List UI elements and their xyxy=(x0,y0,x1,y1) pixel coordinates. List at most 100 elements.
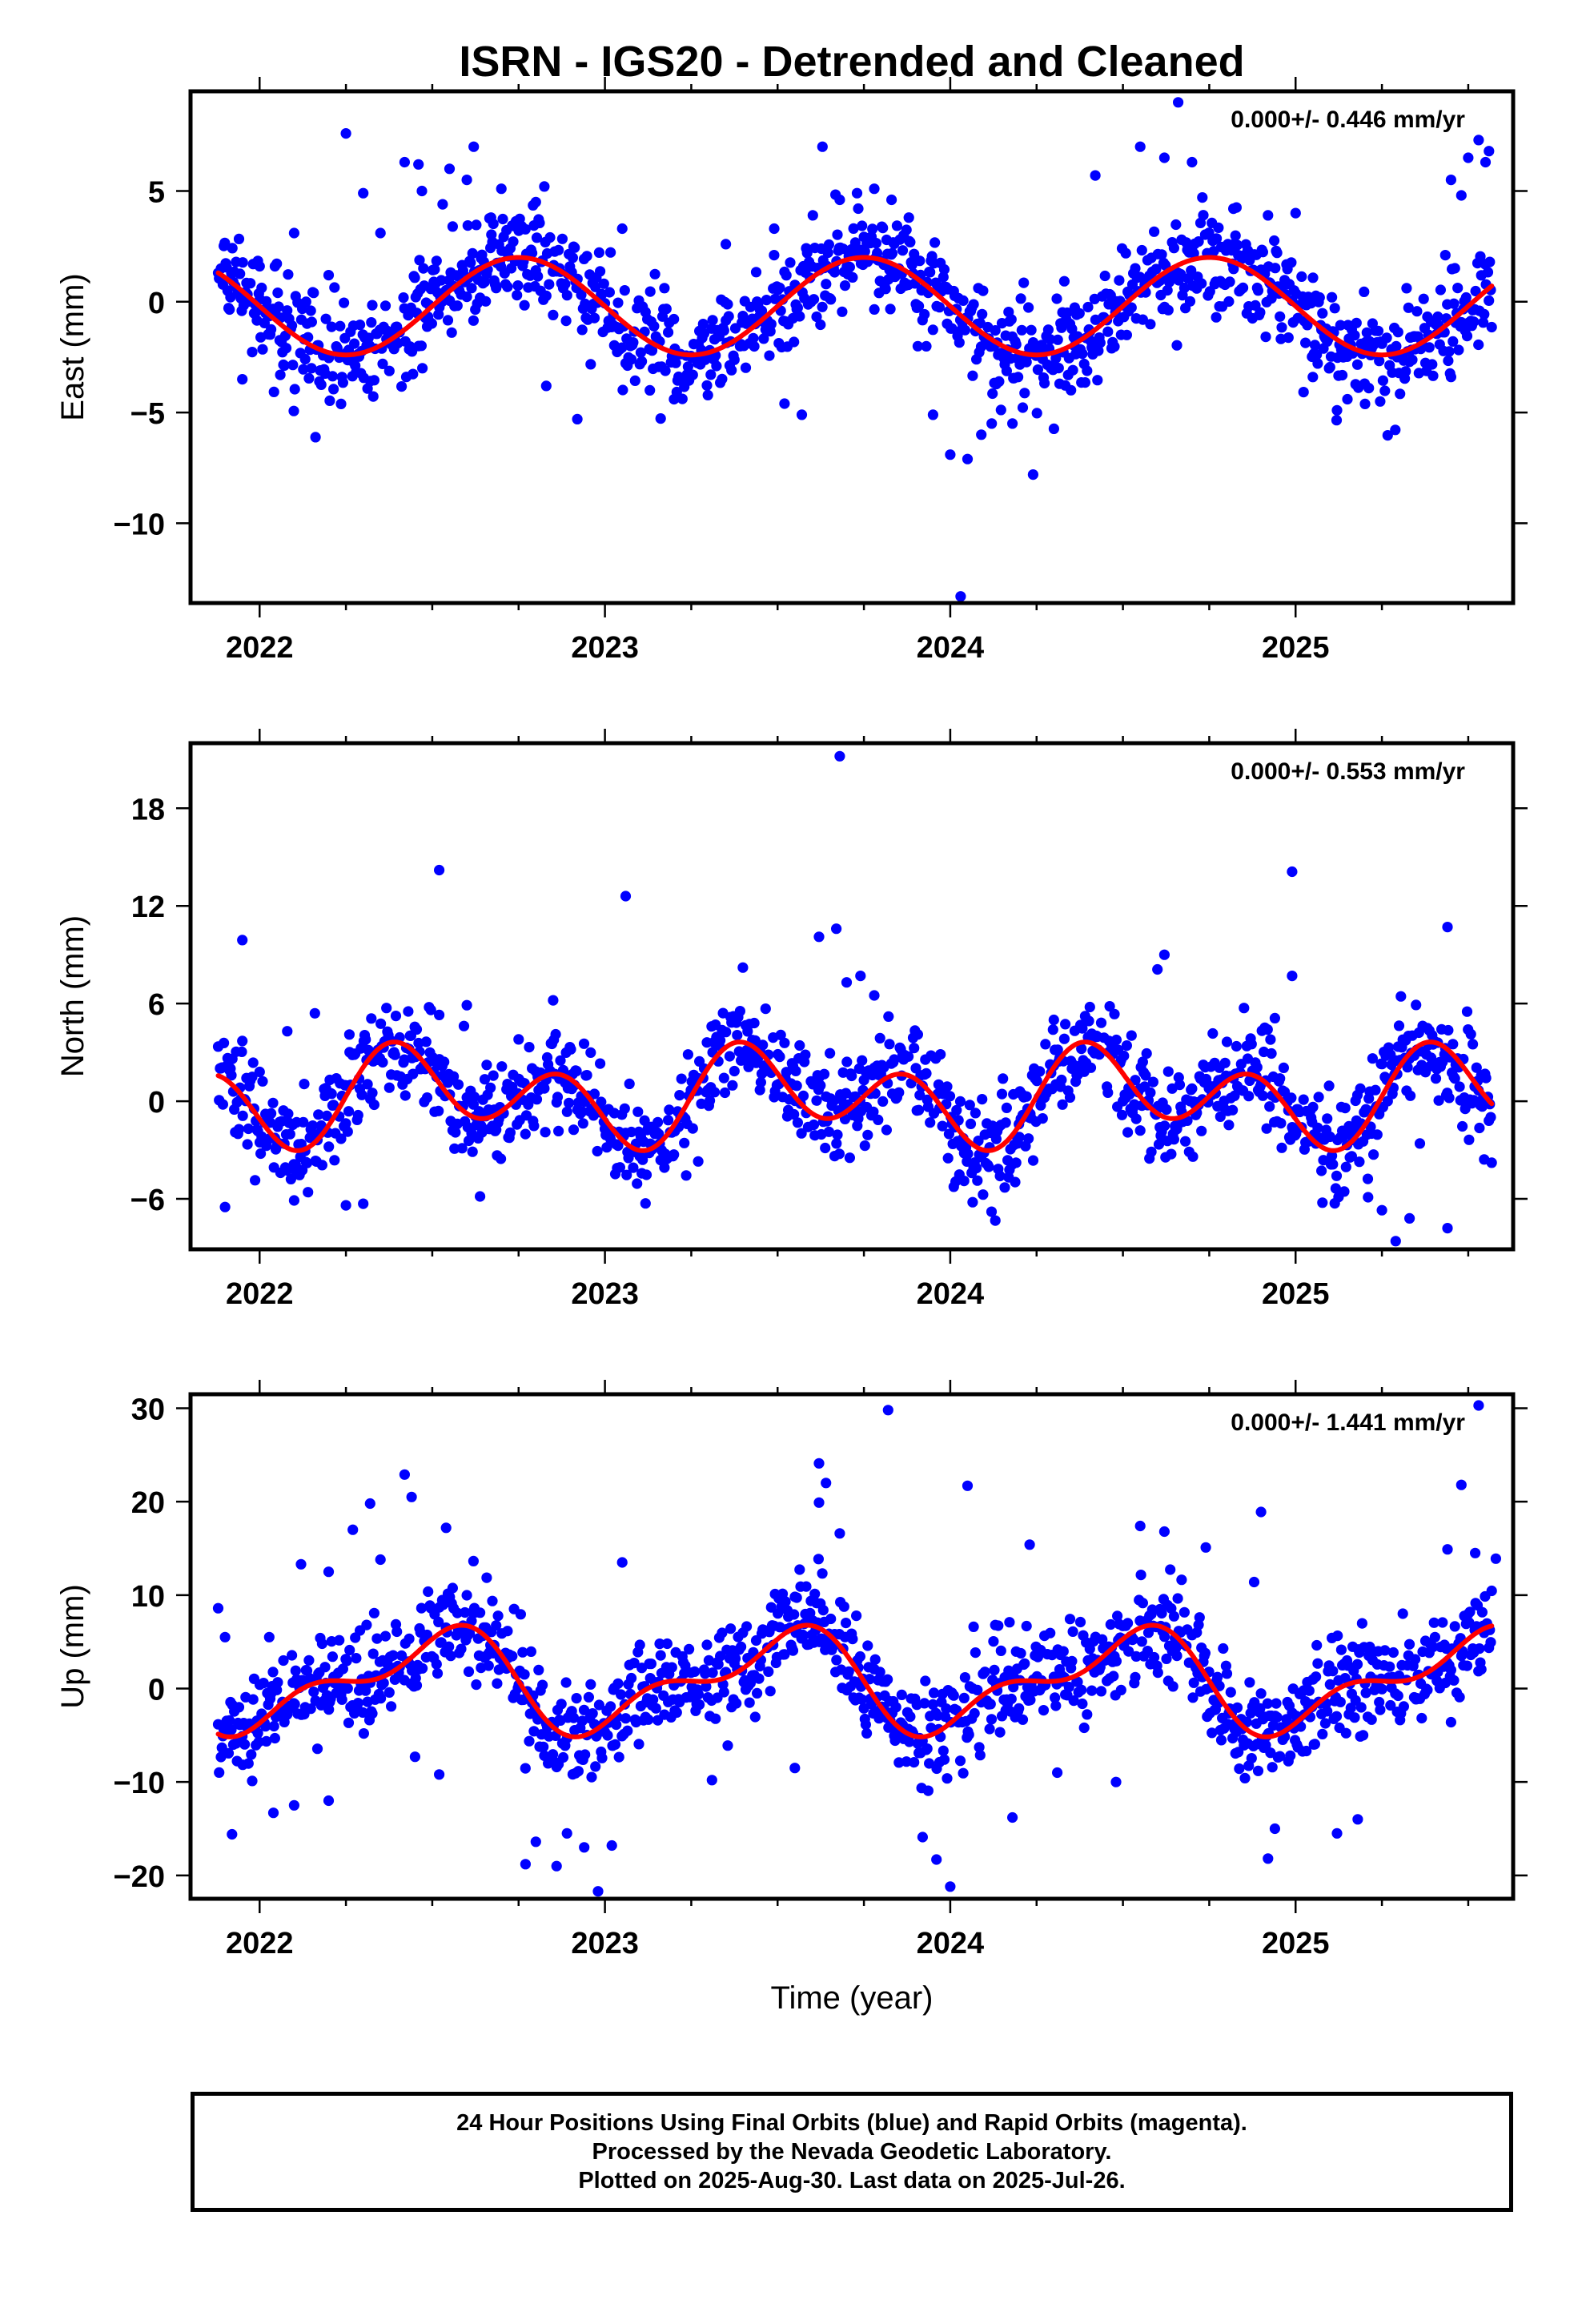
east-observation xyxy=(1387,367,1398,378)
up-observation xyxy=(361,1619,372,1630)
north-observation xyxy=(1121,1040,1132,1051)
north-observation xyxy=(682,1049,694,1060)
up-observation xyxy=(323,1566,335,1578)
up-observation xyxy=(655,1650,666,1661)
east-observation xyxy=(1470,285,1481,297)
east-observation xyxy=(1327,292,1338,303)
up-observation xyxy=(468,1555,480,1566)
up-observation xyxy=(1335,1696,1346,1707)
east-observation xyxy=(1170,219,1182,231)
up-observation xyxy=(1072,1676,1083,1687)
up-observation xyxy=(1375,1704,1386,1715)
up-observation xyxy=(375,1693,387,1704)
north-observation xyxy=(800,1049,811,1060)
up-observation xyxy=(1252,1765,1264,1776)
up-observation xyxy=(357,1707,368,1718)
east-observation xyxy=(880,283,891,295)
up-observation xyxy=(922,1785,934,1796)
east-observation xyxy=(396,381,408,392)
north-observation xyxy=(326,1088,337,1100)
north-observation xyxy=(561,1106,572,1117)
up-observation xyxy=(753,1673,765,1684)
east-observation xyxy=(1452,283,1464,294)
east-observation xyxy=(1359,398,1371,409)
up-observation xyxy=(1490,1553,1501,1564)
east-observation xyxy=(1337,369,1348,381)
north-observation xyxy=(815,1080,826,1091)
up-observation xyxy=(440,1522,452,1534)
up-observation xyxy=(684,1643,695,1655)
up-observation xyxy=(857,1694,868,1705)
east-observation xyxy=(1042,324,1054,336)
north-observation xyxy=(624,1078,635,1089)
north-observation xyxy=(990,1215,1001,1226)
east-observation xyxy=(1482,267,1494,278)
up-observation xyxy=(680,1660,691,1671)
up-observation xyxy=(551,1860,562,1872)
east-observation xyxy=(479,276,491,287)
north-observation xyxy=(653,1128,665,1140)
east-observation xyxy=(925,267,936,278)
up-observation xyxy=(854,1651,865,1663)
north-observation xyxy=(621,1169,632,1180)
east-observation xyxy=(224,304,235,316)
east-observation xyxy=(987,388,998,400)
east-observation xyxy=(323,270,335,281)
north-observation xyxy=(831,1138,842,1149)
north-observation xyxy=(693,1156,704,1167)
east-observation xyxy=(1255,307,1266,318)
up-y-axis-label: Up (mm) xyxy=(55,1584,90,1709)
up-observation xyxy=(556,1699,567,1710)
north-observation xyxy=(219,1037,230,1048)
east-observation xyxy=(1324,361,1335,373)
north-observation xyxy=(823,1126,834,1137)
east-observation xyxy=(1257,247,1268,258)
up-observation xyxy=(557,1751,569,1763)
north-observation xyxy=(420,1036,432,1047)
north-observation xyxy=(1317,1197,1328,1208)
up-observation xyxy=(851,1610,862,1622)
east-observation xyxy=(779,398,790,409)
up-observation xyxy=(1285,1750,1296,1761)
east-observation xyxy=(466,283,477,294)
north-observation xyxy=(841,977,853,988)
x-axis-label: Time (year) xyxy=(771,1980,934,2016)
north-observation xyxy=(921,1068,932,1079)
north-observation xyxy=(1023,1133,1034,1144)
east-observation xyxy=(1390,424,1401,436)
east-observation xyxy=(468,315,480,326)
up-observation xyxy=(605,1701,616,1712)
east-observation xyxy=(1475,251,1486,262)
up-observation xyxy=(1078,1722,1090,1734)
north-observation xyxy=(1354,1156,1365,1168)
north-observation xyxy=(1158,949,1170,960)
east-observation xyxy=(756,305,768,316)
east-observation xyxy=(245,278,256,289)
up-observation xyxy=(874,1667,885,1678)
up-observation xyxy=(616,1557,628,1568)
up-observation xyxy=(763,1666,774,1677)
up-observation xyxy=(1194,1612,1205,1623)
up-observation xyxy=(645,1659,657,1670)
up-observation xyxy=(1327,1666,1339,1677)
up-observation xyxy=(517,1647,528,1658)
north-observation xyxy=(1215,1111,1226,1122)
east-observation xyxy=(869,183,880,195)
east-observation xyxy=(379,300,391,312)
north-observation xyxy=(1307,1101,1319,1112)
up-observation xyxy=(831,1655,842,1666)
north-observation xyxy=(884,1039,895,1050)
east-observation xyxy=(1092,375,1103,386)
up-x-tick-label: 2024 xyxy=(917,1927,985,1960)
up-observation xyxy=(725,1623,737,1634)
east-observation xyxy=(1335,320,1346,331)
up-observation xyxy=(882,1674,893,1685)
up-observation xyxy=(1167,1681,1178,1692)
east-observation xyxy=(1286,257,1297,268)
north-observation xyxy=(1221,1036,1233,1047)
east-observation xyxy=(1079,377,1090,388)
north-x-tick-label: 2022 xyxy=(226,1277,294,1311)
up-observation xyxy=(1110,1655,1122,1667)
up-observation xyxy=(729,1653,741,1664)
east-observation xyxy=(789,336,800,348)
